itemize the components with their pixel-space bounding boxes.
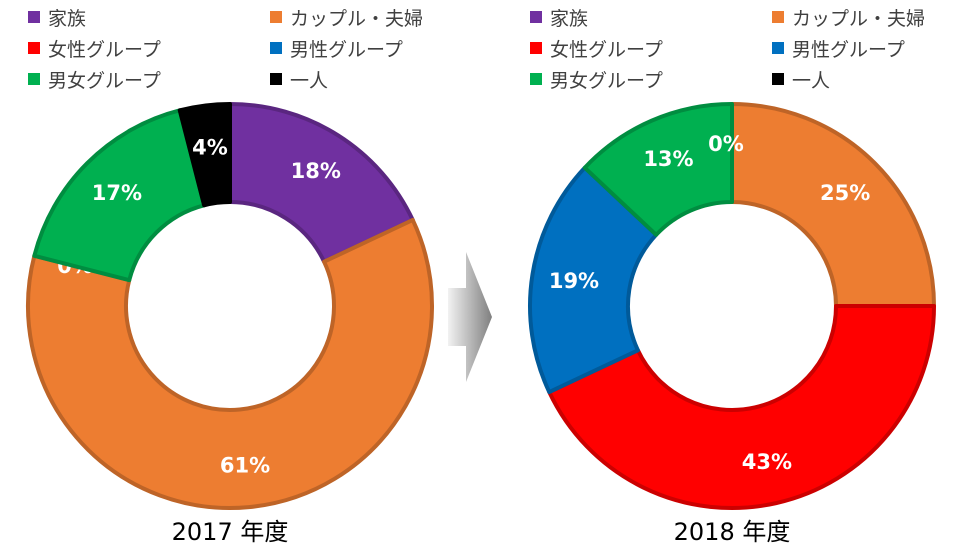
slice-mixed-group bbox=[582, 102, 734, 237]
legend-item-male-group: 男性グループ bbox=[270, 35, 403, 61]
legend-swatch-couple bbox=[772, 11, 784, 23]
legend-label-male-group: 男性グループ bbox=[290, 38, 403, 61]
legend-label-family: 家族 bbox=[48, 7, 87, 30]
legend-swatch-female-group bbox=[28, 42, 40, 54]
slice-couple bbox=[730, 102, 936, 308]
legend-swatch-couple bbox=[270, 11, 282, 23]
legend-label-solo: 一人 bbox=[792, 69, 831, 92]
legend-item-female-group: 女性グループ bbox=[530, 35, 663, 61]
legend-swatch-female-group bbox=[530, 42, 542, 54]
legend-swatch-solo bbox=[772, 73, 784, 85]
legend-item-male-group: 男性グループ bbox=[772, 35, 905, 61]
legend-swatch-mixed-group bbox=[530, 73, 542, 85]
data-label-mixed-group: 13% bbox=[643, 147, 693, 171]
data-label-couple: 25% bbox=[820, 181, 870, 205]
chart-title-2017: 2017 年度 bbox=[171, 518, 289, 546]
slice-female-group bbox=[547, 304, 936, 510]
data-label-couple: 61% bbox=[220, 453, 270, 477]
legend-label-mixed-group: 男女グループ bbox=[48, 69, 161, 92]
legend-2018: 家族 カップル・夫婦 女性グループ 男性グループ 男女グループ 一人 bbox=[530, 4, 960, 100]
legend-item-solo: 一人 bbox=[772, 66, 830, 92]
slice-mixed-group bbox=[32, 108, 207, 283]
legend-swatch-male-group bbox=[270, 42, 282, 54]
legend-item-couple: カップル・夫婦 bbox=[270, 4, 423, 30]
legend-label-family: 家族 bbox=[550, 7, 589, 30]
slice-family bbox=[228, 102, 415, 264]
legend-item-family: 家族 bbox=[28, 4, 86, 30]
data-label-mixed-group: 17% bbox=[92, 181, 142, 205]
legend-label-female-group: 女性グループ bbox=[48, 38, 161, 61]
legend-label-male-group: 男性グループ bbox=[792, 38, 905, 61]
legend-swatch-family bbox=[28, 11, 40, 23]
legend-swatch-family bbox=[530, 11, 542, 23]
legend-item-couple: カップル・夫婦 bbox=[772, 4, 925, 30]
legend-label-couple: カップル・夫婦 bbox=[290, 7, 424, 30]
legend-label-female-group: 女性グループ bbox=[550, 38, 663, 61]
donut-chart-2018: 25% 43% 19% 13% 0% bbox=[528, 102, 936, 510]
legend-swatch-male-group bbox=[772, 42, 784, 54]
slice-couple bbox=[26, 217, 434, 510]
slice-male-group bbox=[528, 165, 659, 395]
donut-chart-2017: 18%61%0%17%4% bbox=[26, 102, 434, 510]
legend-label-couple: カップル・夫婦 bbox=[792, 7, 926, 30]
legend-label-mixed-group: 男女グループ bbox=[550, 69, 663, 92]
slice-solo bbox=[177, 102, 232, 208]
legend-item-female-group: 女性グループ bbox=[28, 35, 161, 61]
chart-title-2018: 2018 年度 bbox=[673, 518, 791, 546]
data-label-solo: 4% bbox=[192, 135, 228, 159]
data-label-family: 18% bbox=[291, 159, 341, 183]
data-label-solo: 0% bbox=[708, 132, 744, 156]
legend-item-mixed-group: 男女グループ bbox=[28, 66, 161, 92]
data-label-female-group: 43% bbox=[742, 450, 792, 474]
legend-2017: 家族 カップル・夫婦 女性グループ 男性グループ 男女グループ 一人 bbox=[28, 4, 458, 100]
legend-item-solo: 一人 bbox=[270, 66, 328, 92]
legend-swatch-mixed-group bbox=[28, 73, 40, 85]
legend-item-family: 家族 bbox=[530, 4, 588, 30]
right-arrow-icon bbox=[448, 252, 492, 382]
legend-swatch-solo bbox=[270, 73, 282, 85]
data-label-male-group: 19% bbox=[549, 269, 599, 293]
legend-item-mixed-group: 男女グループ bbox=[530, 66, 663, 92]
legend-label-solo: 一人 bbox=[290, 69, 329, 92]
